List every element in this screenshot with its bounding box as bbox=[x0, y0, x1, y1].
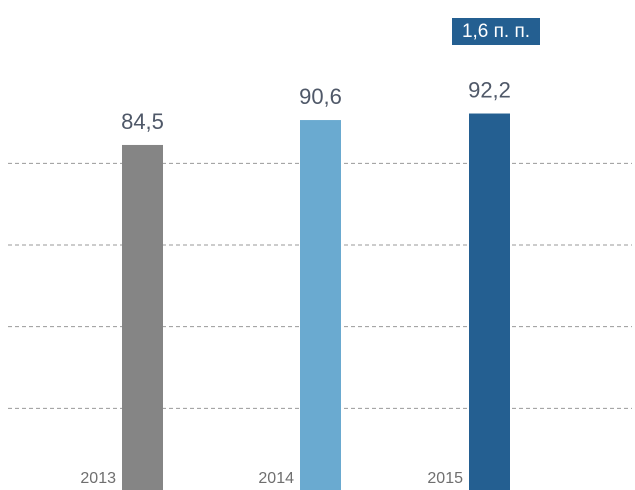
value-label: 90,6 bbox=[299, 84, 342, 109]
bar bbox=[122, 144, 163, 490]
value-label: 84,5 bbox=[121, 109, 164, 134]
bar bbox=[469, 113, 510, 490]
x-tick-label: 2013 bbox=[80, 470, 116, 487]
x-tick-label: 2014 bbox=[258, 470, 294, 487]
annotation-box bbox=[452, 18, 540, 45]
bar bbox=[300, 120, 341, 490]
x-tick-label: 2015 bbox=[427, 470, 463, 487]
value-label: 92,2 bbox=[468, 77, 511, 102]
annotation: 1,6 п. п. bbox=[462, 21, 530, 42]
